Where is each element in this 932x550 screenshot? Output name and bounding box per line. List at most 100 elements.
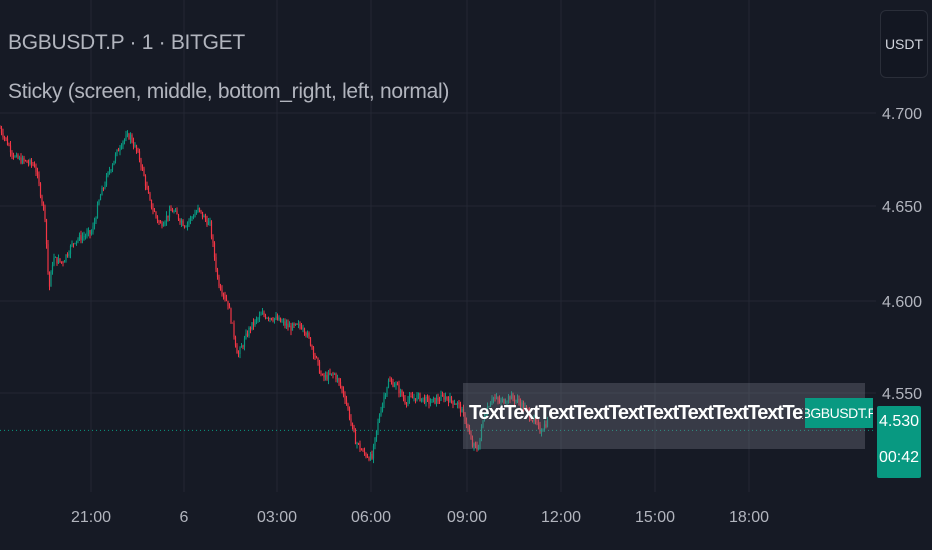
candle-body xyxy=(282,321,285,323)
candle-body xyxy=(240,346,243,348)
candle-body xyxy=(201,211,204,218)
sticky-label-box xyxy=(463,383,865,449)
candle-body xyxy=(540,431,543,433)
candle-body xyxy=(204,215,207,220)
candle-body xyxy=(134,145,136,147)
candle-body xyxy=(426,396,429,399)
time-axis[interactable]: 21:00 6 03:00 06:00 09:00 12:00 15:00 18:00 xyxy=(71,509,769,526)
candle-body xyxy=(545,424,547,427)
candle-body xyxy=(527,408,529,411)
candle-body xyxy=(261,312,264,315)
x-tick-label: 15:00 xyxy=(635,509,675,526)
symbol-label: BGBUSDT.P xyxy=(805,398,873,428)
candle-body xyxy=(425,396,427,404)
candle-body xyxy=(264,315,267,319)
x-tick-label: 6 xyxy=(180,509,189,526)
currency-button[interactable]: USDT xyxy=(880,10,928,78)
candle-body xyxy=(254,320,256,326)
candle-body xyxy=(281,321,283,323)
candle-body xyxy=(465,421,468,425)
candle-body xyxy=(297,323,300,325)
candle-body xyxy=(144,176,147,186)
candle-body xyxy=(404,398,406,404)
candle-body xyxy=(510,394,513,400)
candle-body xyxy=(92,226,94,233)
candle-body xyxy=(377,421,379,431)
sticky-label-text: TextTextTextTextTextTextTextTextTextText… xyxy=(469,402,803,424)
candle-body xyxy=(483,416,486,421)
candle-body xyxy=(275,316,277,319)
candle-body xyxy=(408,395,411,400)
candle-body xyxy=(185,226,187,228)
candle-body xyxy=(42,202,45,207)
candle-body xyxy=(24,160,27,162)
candle-body xyxy=(294,323,297,325)
candle-body xyxy=(471,439,474,447)
candle-body xyxy=(3,137,6,138)
candle-body xyxy=(329,372,331,375)
candle-body xyxy=(272,319,274,321)
candle-body xyxy=(407,399,409,404)
candle-body xyxy=(54,257,57,258)
candle-body xyxy=(468,428,471,434)
candle-body xyxy=(437,397,439,401)
candle-body xyxy=(0,127,1,129)
candle-body xyxy=(327,372,330,380)
x-tick-label: 09:00 xyxy=(447,509,487,526)
candle-body xyxy=(402,395,405,399)
candle-body xyxy=(366,456,369,458)
candle-body xyxy=(128,133,130,140)
candle-body xyxy=(528,410,531,419)
indicator-title[interactable]: Sticky (screen, middle, bottom_right, le… xyxy=(8,80,450,103)
candle-body xyxy=(495,397,498,399)
price-axis[interactable]: 4.700 4.650 4.600 4.550 xyxy=(882,106,922,403)
candle-body xyxy=(341,386,343,390)
candle-body xyxy=(125,135,127,140)
candle-body xyxy=(26,160,28,163)
candle-body xyxy=(269,318,271,319)
candle-body xyxy=(78,234,81,240)
candle-body xyxy=(539,424,541,433)
countdown-tag: 00:42 xyxy=(877,438,921,478)
candle-body xyxy=(369,453,372,461)
candle-body xyxy=(39,183,42,197)
candle-body xyxy=(416,395,418,401)
candle-body xyxy=(108,171,111,173)
candle-body xyxy=(74,243,76,244)
candle-body xyxy=(405,403,408,404)
candle-body xyxy=(450,396,453,401)
candle-body xyxy=(530,418,532,421)
candle-body xyxy=(486,407,489,415)
candle-body xyxy=(320,373,322,375)
candle-body xyxy=(504,402,507,404)
candle-body xyxy=(480,426,483,438)
candle-body xyxy=(153,210,156,212)
candle-body xyxy=(456,402,459,405)
candle-body xyxy=(317,357,319,362)
candle-body xyxy=(171,210,174,213)
candle-body xyxy=(140,159,142,167)
candle-body xyxy=(212,237,214,243)
candle-body xyxy=(105,175,108,185)
candle-body xyxy=(68,253,70,256)
candle-body xyxy=(353,425,355,432)
symbol-title[interactable]: BGBUSDT.P · 1 · BITGET xyxy=(8,31,245,54)
candle-body xyxy=(462,409,465,414)
candle-body xyxy=(513,398,516,402)
candle-body xyxy=(302,328,304,330)
candle-body xyxy=(168,209,171,218)
candle-body xyxy=(170,209,172,211)
candle-body xyxy=(21,157,24,164)
candle-body xyxy=(248,327,250,336)
candle-body xyxy=(135,145,138,151)
y-tick-label: 4.600 xyxy=(882,294,922,311)
candle-body xyxy=(44,206,46,220)
x-tick-label: 03:00 xyxy=(257,509,297,526)
candle-body xyxy=(522,402,525,409)
candle-body xyxy=(116,149,118,155)
candle-body xyxy=(536,421,538,423)
candle-body xyxy=(381,403,384,411)
candle-body xyxy=(531,420,534,422)
candle-body xyxy=(99,195,102,201)
